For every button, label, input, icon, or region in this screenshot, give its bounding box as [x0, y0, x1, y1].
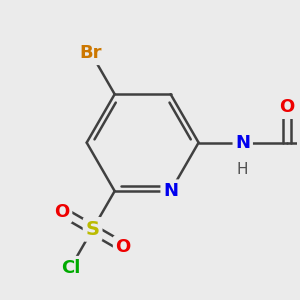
Text: Cl: Cl	[61, 259, 80, 277]
Text: O: O	[279, 98, 295, 116]
Text: O: O	[116, 238, 131, 256]
Text: O: O	[54, 203, 70, 221]
Text: Br: Br	[80, 44, 102, 62]
Text: N: N	[163, 182, 178, 200]
Text: N: N	[235, 134, 250, 152]
Text: H: H	[237, 162, 248, 177]
Text: S: S	[85, 220, 100, 239]
